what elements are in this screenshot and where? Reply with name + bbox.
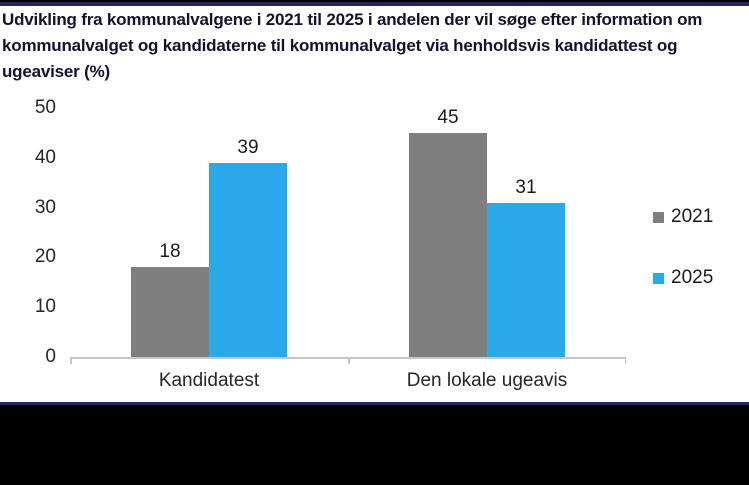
y-axis-tick-label: 40 [34, 146, 56, 168]
data-label-2021-1: 45 [437, 106, 459, 128]
legend-swatch-2021 [653, 211, 664, 223]
category-label: Den lokale ugeavis [406, 370, 568, 391]
data-label-2025-1: 31 [515, 176, 537, 198]
x-axis-tick [348, 358, 350, 364]
data-label-2025-0: 39 [237, 136, 259, 158]
legend-entry-2025: 2025 [653, 267, 713, 289]
bar-2021-kandidatest [131, 267, 209, 357]
top-border-black [0, 0, 749, 2]
y-axis-tick-label: 10 [34, 296, 56, 318]
bar-2025-den-lokale-ugeavis [487, 202, 565, 357]
chart-title: Udvikling fra kommunalvalgene i 2021 til… [2, 10, 703, 81]
y-axis-tick-label: 20 [34, 246, 56, 268]
legend-label-2025: 2025 [671, 267, 714, 288]
data-label-2021-0: 18 [159, 241, 181, 263]
footer-band [0, 405, 749, 485]
category-label: Kandidatest [158, 370, 260, 391]
x-axis-tick [70, 358, 72, 364]
y-axis-tick-label: 30 [34, 196, 56, 218]
bar-2021-den-lokale-ugeavis [409, 132, 487, 357]
y-axis-tick-label: 50 [34, 97, 56, 118]
bottom-border-accent [0, 402, 749, 405]
legend-entry-2021: 2021 [653, 206, 713, 228]
y-axis-tick-label: 0 [45, 346, 56, 367]
top-border-accent [0, 2, 749, 6]
x-axis-tick [624, 358, 626, 364]
bar-2025-kandidatest [209, 162, 287, 357]
bar-chart: 0 10 20 30 40 50 18 45 39 31 Kandidatest Den lokale… [0, 90, 749, 400]
legend-swatch-2025 [653, 272, 664, 284]
legend-label-2021: 2021 [671, 206, 714, 227]
